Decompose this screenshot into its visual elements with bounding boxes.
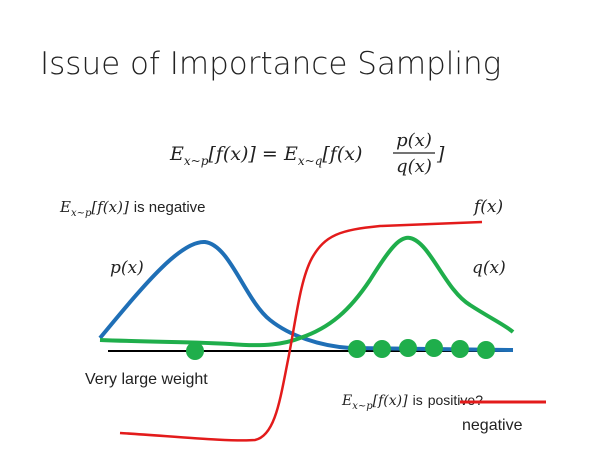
positive-claim: Ex~p[f(x)] is positive?	[341, 392, 483, 412]
slide-title: Issue of Importance Sampling	[40, 46, 501, 82]
weight-label: Very large weight	[85, 371, 208, 388]
text: is negative	[134, 199, 206, 216]
body: [f(x)]	[373, 393, 408, 409]
symbol: E	[169, 143, 184, 165]
sample-dot	[425, 339, 443, 357]
f-label: f(x)	[472, 197, 503, 217]
sample-dot	[451, 340, 469, 358]
body: [f(x)	[322, 143, 362, 165]
close-bracket: ]	[436, 143, 445, 165]
subscript: x~p	[184, 154, 209, 168]
correction-label: negative	[462, 417, 523, 434]
symbol: E	[341, 393, 352, 409]
equation-lhs: Ex~p[f(x)] =	[169, 143, 278, 168]
text: is	[413, 392, 423, 408]
q-label: q(x)	[472, 258, 506, 278]
p-label: p(x)	[110, 258, 144, 278]
body: [f(x)] =	[208, 143, 277, 165]
equation-rhs: Ex~q[f(x)	[283, 143, 362, 168]
subscript: x~q	[298, 154, 323, 168]
negative-claim: Ex~p[f(x)] is negative	[59, 198, 206, 219]
body: [f(x)]	[91, 198, 129, 216]
subscript: x~p	[352, 401, 373, 412]
sample-dot	[399, 339, 417, 357]
samples	[186, 339, 495, 360]
q-curve	[99, 235, 515, 348]
sample-dot	[186, 342, 204, 360]
sample-dot	[348, 340, 366, 358]
equation: Ex~p[f(x)] = Ex~q[f(x) p(x) q(x) ]	[169, 130, 445, 177]
numerator: p(x)	[396, 130, 432, 151]
f-curve	[119, 220, 483, 442]
symbol: E	[59, 198, 71, 216]
sample-dot	[477, 341, 495, 359]
symbol: E	[283, 143, 298, 165]
denominator: q(x)	[396, 156, 432, 177]
p-curve	[98, 239, 514, 352]
sample-dot	[373, 340, 391, 358]
subscript: x~p	[71, 208, 92, 219]
struck-text: positive?	[428, 392, 483, 408]
